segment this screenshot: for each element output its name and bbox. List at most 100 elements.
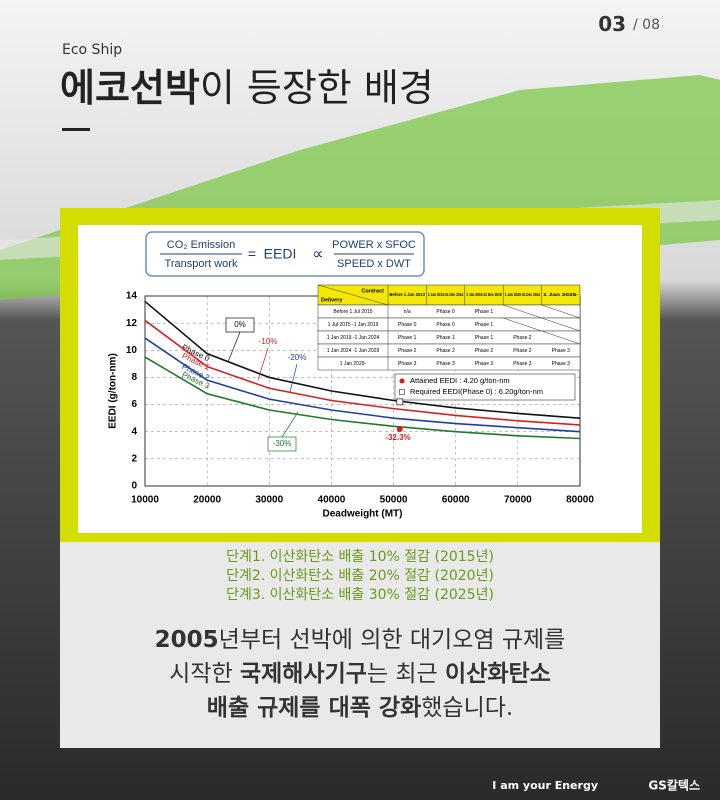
y-axis-label: EEDI (g/ton-nm): [108, 353, 119, 429]
table-cell: Phase 1: [398, 335, 417, 341]
legend-marker: [399, 389, 405, 395]
formula-box: [145, 231, 425, 277]
table-cell: Phase 2: [398, 348, 417, 354]
title-rule: [62, 128, 90, 131]
table-cell: Phase 2: [475, 348, 494, 354]
annotation: -32.3%: [385, 433, 410, 442]
annotation: -20%: [288, 353, 307, 362]
table-corner-split: [317, 284, 389, 306]
formula-num2: POWER x SFOC: [332, 239, 416, 251]
slogan: I am your Energy: [492, 779, 598, 792]
table-cell: 1 Jan 2024 -1 Jan 2029: [327, 348, 380, 354]
annotation: -10%: [259, 337, 278, 346]
annotation-arrow: [281, 411, 299, 438]
table-cell: Phase 1: [475, 335, 494, 341]
step: 단계3. 이산화탄소 배출 30% 절감 (2025년): [226, 587, 494, 603]
annotation-arrow: [289, 363, 298, 393]
table-cell: Phase 1: [436, 335, 455, 341]
table-hatch: [541, 317, 581, 332]
x-tick-label: 20000: [193, 495, 221, 506]
body-segment: 년부터 선박에 의한 대기오염 규제를: [219, 627, 566, 653]
x-tick-label: 50000: [380, 495, 408, 506]
brand: GS칼텍스: [648, 778, 700, 793]
table-cell: 1 Jan 2019 -1 Jan 2024: [327, 335, 380, 341]
table-cell: Phase 2: [513, 348, 532, 354]
legend-label: Attained EEDI : 4.20 g/ton-nm: [410, 376, 510, 385]
marker: [396, 398, 404, 406]
table-cell: Phase 1: [475, 322, 494, 328]
series-line: [144, 319, 581, 426]
y-tick-label: 14: [126, 291, 138, 302]
marker: [396, 426, 403, 432]
table-column: 1 Jan 2020-31 Dec 2024: [505, 292, 541, 297]
y-tick-label: 8: [131, 372, 137, 383]
formula-den2: SPEED x DWT: [337, 258, 411, 270]
y-tick-label: 4: [131, 426, 137, 437]
table-cell: Phase 3: [436, 361, 455, 367]
steps: 단계1. 이산화탄소 배출 10% 절감 (2015년) 단계2. 이산화탄소 배…: [226, 549, 494, 603]
table-cell: Phase 3: [475, 361, 494, 367]
annotation-arrow: [257, 347, 269, 381]
body-segment: 배출 규제를 대폭 강화: [207, 695, 421, 721]
table-cell: Phase 2: [436, 348, 455, 354]
body-segment: 했습니다.: [421, 695, 513, 721]
y-tick-label: 6: [131, 399, 137, 410]
page-current: 03: [598, 12, 626, 36]
table-cell: Phase 1: [475, 309, 494, 315]
table-hatch: [503, 304, 542, 319]
body-segment: 국제해사기구: [240, 661, 367, 687]
table-column: Before 1 Jan 2013: [390, 292, 426, 297]
series-line: [144, 356, 581, 440]
x-tick-label: 70000: [504, 495, 532, 506]
table-hatch: [541, 330, 581, 345]
series-line: [144, 300, 581, 419]
table-column: 1 Jan 2015-31 Dec 2019: [466, 292, 502, 297]
x-axis-label: Deadweight (MT): [323, 509, 403, 520]
table-cell: Phase 0: [436, 322, 455, 328]
table-row: [317, 356, 581, 371]
table-cell: Phase 0: [398, 322, 417, 328]
body-segment: 이산화탄소: [445, 661, 551, 687]
table-cell: Phase 0: [436, 309, 455, 315]
table-cell: Phase 3: [398, 361, 417, 367]
body-segment: 2005: [155, 627, 219, 653]
step: 단계1. 이산화탄소 배출 10% 절감 (2015년): [226, 549, 494, 565]
page-total: / 08: [633, 17, 660, 33]
table-cell: Phase 3: [513, 361, 532, 367]
table-cell: 1 Jan 2029-: [340, 361, 367, 367]
table-cell: Phase 3: [552, 348, 571, 354]
formula-mid: EEDI: [264, 246, 297, 262]
annotation-arrow: [227, 331, 241, 363]
step: 단계2. 이산화탄소 배출 20% 절감 (2020년): [226, 568, 494, 584]
table-cell: Phase 2: [513, 335, 532, 341]
annotation: -30%: [273, 439, 292, 448]
formula-num: CO₂ Emission: [167, 239, 235, 251]
table-corner: Contract: [361, 288, 384, 294]
x-tick-label: 80000: [566, 495, 594, 506]
y-tick-label: 10: [126, 345, 138, 356]
table-cell: n/a: [404, 309, 411, 315]
legend-marker: [399, 378, 405, 384]
formula-eq: =: [248, 246, 256, 262]
x-tick-label: 40000: [318, 495, 346, 506]
annotation: 0%: [234, 320, 246, 329]
legend-label: Required EEDI(Phase 0) : 6.20g/ton-nm: [410, 387, 543, 396]
table-cell: Before 1 Jul 2015: [333, 309, 372, 315]
table-cell: Phase 3: [552, 361, 571, 367]
x-tick-label: 30000: [255, 495, 283, 506]
table-hatch: [541, 304, 581, 319]
legend-box: [394, 373, 576, 401]
body-line: 배출 규제를 대폭 강화했습니다.: [207, 695, 513, 721]
x-tick-label: 60000: [442, 495, 470, 506]
title-rest: 이 등장한 배경: [200, 66, 434, 110]
kicker: Eco Ship: [62, 42, 122, 58]
y-tick-label: 0: [131, 481, 137, 492]
series-line: [144, 337, 581, 433]
page-number: 03 / 08: [598, 12, 660, 36]
y-tick-label: 12: [126, 318, 138, 329]
chart: CO₂ Emission Transport work = EEDI ∝ POWER x …: [108, 231, 594, 520]
table-column: 1 Jan 2013-31 Dec 2014: [428, 292, 464, 297]
